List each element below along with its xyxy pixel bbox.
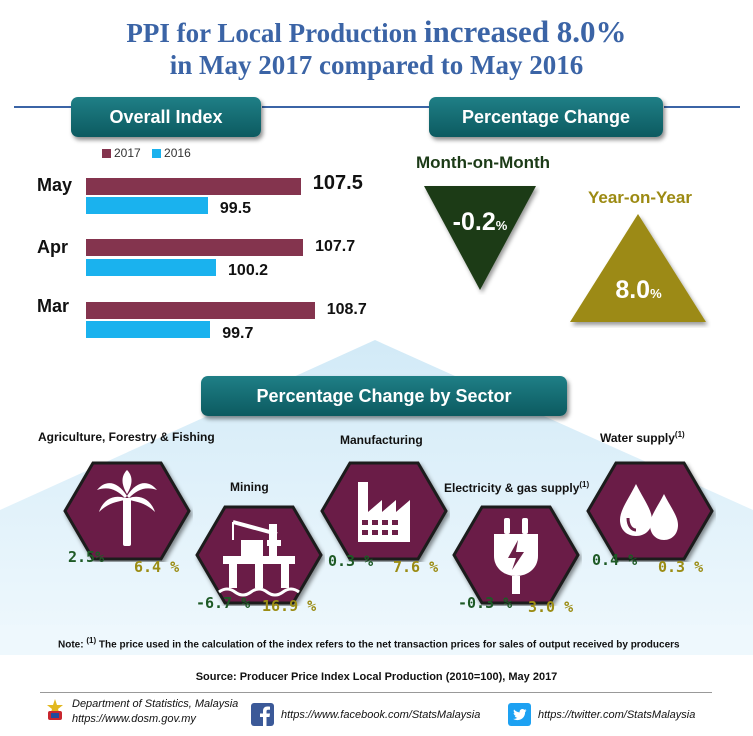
sector-mom-electricity: -0.3 % — [458, 594, 513, 612]
footer-twitter-link[interactable]: https://twitter.com/StatsMalaysia — [538, 709, 696, 721]
source-text: Source: Producer Price Index Local Produ… — [195, 671, 558, 683]
twitter-icon[interactable] — [508, 703, 531, 726]
sector-yoy-agriculture: 6.4 % — [134, 558, 180, 576]
sector-label-electricity: Electricity & gas supply(1) — [444, 480, 589, 495]
sector-label-manufacturing: Manufacturing — [340, 433, 423, 447]
bar-may-2017 — [86, 178, 301, 195]
mom-label: Month-on-Month — [416, 153, 551, 172]
sector-mom-water: 0.4 % — [592, 551, 638, 569]
mom-value: -0.2% — [420, 208, 540, 237]
plug-icon — [494, 518, 538, 594]
legend-swatch-2017 — [102, 149, 111, 159]
sector-name-water: Water supply — [600, 431, 675, 445]
note-background — [0, 625, 753, 655]
mom-value-number: -0.2 — [452, 208, 496, 236]
mom-triangle — [424, 186, 536, 290]
sector-mom-mining: -6.7 % — [196, 594, 251, 612]
sector-yoy-electricity: 3.0 % — [528, 598, 574, 616]
footer-facebook-link[interactable]: https://www.facebook.com/StatsMalaysia — [281, 709, 481, 721]
bar-apr-2017 — [86, 239, 304, 256]
sector-yoy-water: 0.3 % — [658, 558, 704, 576]
sector-banner: Percentage Change by Sector — [201, 376, 567, 416]
dosm-logo-icon — [47, 699, 63, 720]
sector-hexagon-electricity — [452, 505, 580, 605]
yoy-triangle — [570, 214, 706, 322]
water-drops-icon — [620, 484, 678, 540]
sector-label-agriculture: Agriculture, Forestry & Fishing — [38, 430, 215, 444]
divider-right — [664, 106, 740, 108]
yoy-value-unit: % — [650, 286, 662, 301]
yoy-value-number: 8.0 — [615, 276, 651, 304]
yoy-value: 8.0% — [566, 276, 711, 305]
footnote-marker: (1) — [86, 636, 97, 645]
page-title-line1: PPI for Local Production increased 8.0% — [0, 14, 753, 50]
value-label-apr-2016: 100.2 — [228, 262, 269, 279]
percentage-change-banner: Percentage Change — [429, 97, 663, 137]
page-title-line2: in May 2017 compared to May 2016 — [169, 50, 584, 80]
legend-swatch-2016 — [152, 149, 162, 159]
footer-org: Department of Statistics, Malaysia — [72, 698, 239, 710]
sector-yoy-mining: 16.9 % — [262, 597, 317, 615]
note-marker-water: (1) — [674, 430, 685, 439]
legend: 2017 2016 — [102, 146, 191, 160]
sector-mom-agriculture: 2.5% — [68, 548, 105, 566]
note-marker-electricity: (1) — [579, 480, 590, 489]
category-label-may: May — [37, 175, 73, 195]
legend-item-2017: 2017 — [102, 146, 141, 160]
bar-mar-2017 — [86, 302, 315, 319]
sector-mom-manufacturing: 0.3 % — [328, 552, 374, 570]
title-prefix: PPI for Local Production — [126, 18, 424, 48]
bar-may-2016 — [86, 197, 208, 214]
mom-value-unit: % — [495, 218, 508, 233]
factory-icon — [358, 482, 410, 542]
value-label-may-2016: 99.5 — [219, 200, 252, 217]
footnote: Note: (1) The price used in the calculat… — [58, 636, 680, 650]
facebook-icon[interactable] — [251, 703, 274, 726]
category-label-apr: Apr — [37, 237, 68, 257]
footer-website-link[interactable]: https://www.dosm.gov.my — [72, 713, 196, 725]
palm-tree-icon — [97, 470, 157, 546]
footnote-prefix: Note: — [58, 639, 87, 651]
value-label-mar-2016: 99.7 — [222, 325, 254, 342]
sector-hexagon-water — [586, 461, 714, 561]
footnote-text: The price used in the calculation of the… — [96, 639, 680, 651]
footer-divider — [40, 692, 712, 693]
sector-hexagon-mining — [195, 505, 323, 605]
sector-name-electricity: Electricity & gas supply — [444, 481, 580, 495]
oil-rig-icon — [218, 520, 300, 597]
bar-mar-2016 — [86, 321, 211, 338]
value-label-mar-2017: 108.7 — [326, 301, 367, 318]
sector-hexagon-agriculture — [63, 461, 191, 561]
sector-yoy-manufacturing: 7.6 % — [393, 558, 439, 576]
divider-middle — [262, 106, 430, 108]
legend-label-2016: 2016 — [164, 146, 191, 160]
sector-hexagon-manufacturing — [320, 461, 448, 561]
sector-label-mining: Mining — [230, 480, 269, 494]
category-label-mar: Mar — [37, 296, 70, 316]
title-emphasis: increased 8.0% — [423, 14, 627, 49]
sector-label-water: Water supply(1) — [600, 430, 685, 445]
value-label-may-2017: 107.5 — [312, 172, 363, 194]
legend-label-2017: 2017 — [114, 146, 141, 160]
value-label-apr-2017: 107.7 — [315, 238, 356, 255]
divider-left — [14, 106, 72, 108]
legend-item-2016: 2016 — [152, 146, 191, 160]
yoy-label: Year-on-Year — [588, 188, 692, 207]
bar-apr-2016 — [86, 259, 217, 276]
overall-index-banner: Overall Index — [71, 97, 261, 137]
